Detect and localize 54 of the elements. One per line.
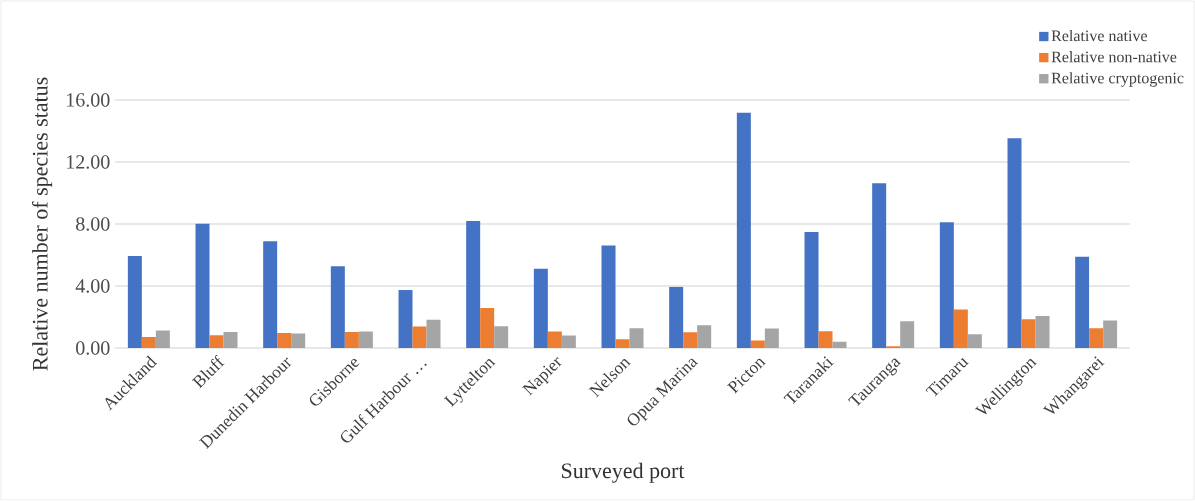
legend-label: Relative native	[1051, 29, 1147, 42]
y-axis-title: Relative number of species status	[31, 77, 53, 371]
y-tick-label: 12.00	[67, 155, 110, 169]
bar	[466, 220, 481, 348]
bar	[967, 334, 982, 348]
bar	[223, 331, 238, 348]
bar	[141, 337, 156, 348]
bar	[1021, 319, 1036, 348]
y-tick-label: 0.00	[76, 341, 110, 355]
bar	[209, 335, 224, 348]
bar	[736, 112, 751, 348]
y-tick-label: 8.00	[76, 217, 110, 231]
bar	[426, 319, 441, 348]
y-tick-label: 16.00	[67, 93, 110, 107]
bar	[480, 308, 495, 348]
bar	[818, 331, 833, 348]
bar	[615, 339, 630, 348]
bar	[127, 256, 142, 348]
bar	[263, 241, 278, 348]
bar	[561, 335, 576, 348]
bar	[669, 286, 684, 348]
bar	[1089, 328, 1104, 348]
y-tick-label: 4.00	[75, 279, 110, 293]
bar	[953, 309, 968, 348]
bar	[750, 340, 765, 348]
bar	[1075, 256, 1090, 348]
bar	[683, 332, 698, 348]
bar	[629, 328, 644, 348]
bar	[1035, 316, 1050, 348]
legend-label: Relative cryptogenic	[1051, 72, 1184, 87]
bar	[412, 326, 427, 348]
bar	[697, 325, 712, 348]
bar	[900, 321, 915, 348]
bar	[344, 331, 359, 348]
bar	[547, 331, 562, 348]
bar	[939, 222, 954, 348]
bar	[155, 330, 170, 348]
bar	[601, 245, 616, 348]
bar	[195, 223, 210, 348]
x-axis-title: Surveyed port	[561, 462, 685, 483]
bar	[804, 231, 819, 348]
bar	[764, 328, 779, 348]
bar	[398, 290, 413, 348]
bar	[1007, 138, 1022, 348]
bar	[330, 266, 345, 348]
bar	[358, 331, 373, 348]
bar	[291, 333, 306, 348]
bar	[832, 341, 847, 348]
bar	[1103, 320, 1118, 348]
bar	[872, 183, 887, 348]
bar	[494, 326, 509, 348]
bar	[277, 332, 292, 348]
legend-label: Relative non-native	[1051, 51, 1177, 63]
bar	[533, 268, 548, 348]
